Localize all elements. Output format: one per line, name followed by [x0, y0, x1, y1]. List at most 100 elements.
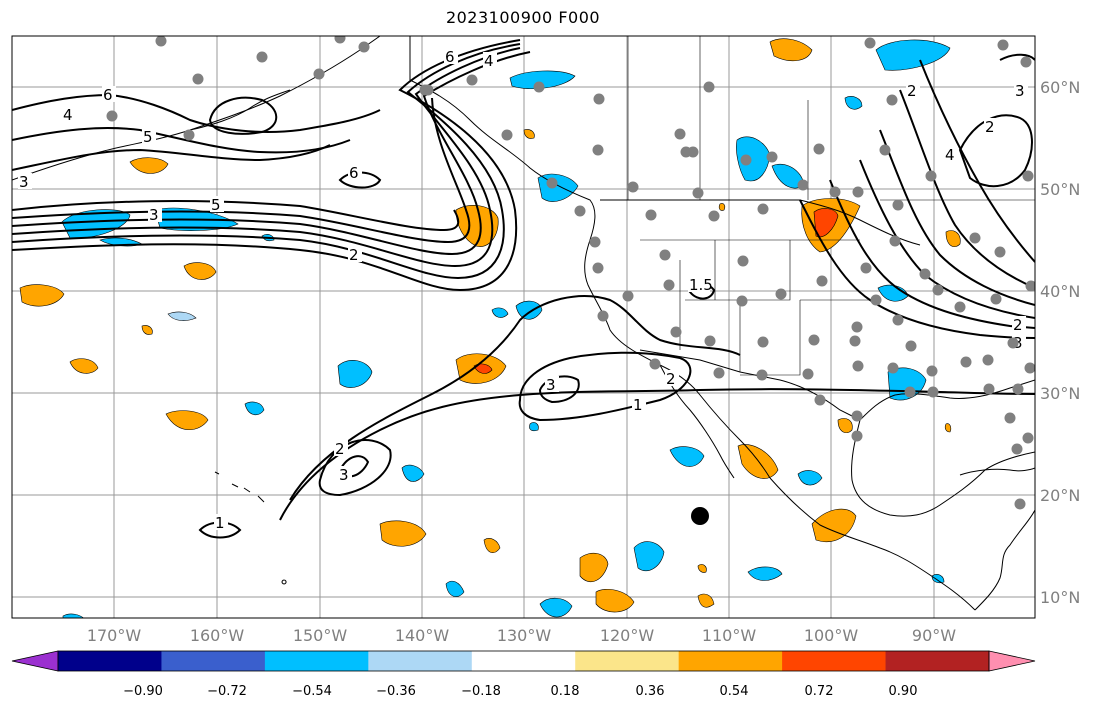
contour-labels: 6 4 5 3 6 5 2 6 4 3 1.5 3 2 1: [18, 48, 1028, 532]
contour-label: 3: [1015, 82, 1025, 100]
colorbar-tick-label: 0.54: [720, 684, 749, 699]
colorbar: −0.90 −0.72 −0.54 −0.36 −0.18 0.18 0.36 …: [11, 650, 1036, 699]
storm-center-marker: [691, 507, 709, 525]
colorbar-ticks: −0.90 −0.72 −0.54 −0.36 −0.18 0.18 0.36 …: [123, 684, 917, 699]
contour-label: 4: [63, 106, 73, 124]
hawaii-islands: [214, 471, 287, 585]
lat-label: 20°N: [1040, 486, 1080, 505]
lon-label: 150°W: [293, 626, 348, 645]
colorbar-segment: [678, 651, 783, 671]
lat-label: 10°N: [1040, 588, 1080, 607]
central-america: [974, 509, 1035, 611]
contour-gulf-1: [12, 93, 381, 133]
colorbar-extend-max: [988, 650, 1036, 672]
contour-6: [12, 200, 460, 232]
lon-label: 170°W: [87, 626, 142, 645]
colorbar-tick-label: 0.18: [551, 684, 580, 699]
contour-label: 1: [215, 514, 225, 532]
colorbar-segment: [575, 651, 680, 671]
colorbar-frame: [57, 650, 990, 672]
colorbar-tick-label: 0.36: [636, 684, 665, 699]
negative-anomaly-shading: [61, 39, 951, 618]
contour-label: 2: [349, 246, 359, 264]
colorbar-segment: [264, 651, 369, 671]
contour-4: [12, 51, 531, 256]
colorbar-segment: [58, 651, 162, 671]
colorbar-tick-label: −0.36: [376, 684, 416, 699]
canada-us-border: [600, 199, 921, 246]
contour-1-subtropical: [279, 388, 1035, 521]
contour-label: 6: [349, 164, 359, 182]
lon-label: 100°W: [804, 626, 859, 645]
positive-anomaly-shading: [19, 38, 961, 613]
contour-east-6: [919, 59, 1035, 263]
caribbean-islands: [959, 467, 1035, 476]
colorbar-segment: [368, 651, 473, 671]
station-markers: [106, 36, 1035, 510]
coastlines-and-borders: [12, 36, 1035, 611]
contour-label: 5: [211, 196, 221, 214]
colorbar-tick-label: 0.90: [889, 684, 918, 699]
west-coast: [409, 36, 771, 479]
contour-east-top: [999, 53, 1035, 61]
contour-label: 6: [445, 48, 455, 66]
contour-east-2: [829, 179, 1035, 329]
colorbar-segment: [885, 651, 990, 671]
contour-label: 3: [339, 466, 349, 484]
contour-label: 1: [633, 396, 643, 414]
contour-gulf-low: [208, 96, 278, 135]
gulf-of-mexico-coast: [851, 419, 1035, 517]
lat-label: 30°N: [1040, 384, 1080, 403]
contour-label: 2: [907, 82, 917, 100]
colorbar-tick-label: −0.72: [207, 684, 247, 699]
contour-gulf-2: [12, 127, 351, 154]
contour-lines: [12, 39, 1035, 539]
colorbar-extend-min: [11, 650, 59, 672]
lon-label: 110°W: [702, 626, 757, 645]
lat-label: 40°N: [1040, 282, 1080, 301]
lon-label: 130°W: [497, 626, 552, 645]
contour-label: 4: [484, 52, 494, 70]
mexico-pacific-coast: [769, 477, 976, 611]
colorbar-tick-label: −0.18: [461, 684, 501, 699]
contour-2: [12, 43, 521, 280]
contour-1: [12, 39, 521, 292]
colorbar-segments: [11, 650, 1036, 672]
contour-label: 6: [103, 86, 113, 104]
contour-label: 2: [666, 370, 676, 388]
colorbar-segment: [161, 651, 266, 671]
latitude-labels: 60°N 50°N 40°N 30°N 20°N 10°N: [1040, 78, 1080, 607]
contour-label: 3: [149, 206, 159, 224]
contour-1-small: [198, 521, 242, 539]
colorbar-tick-label: −0.90: [123, 684, 163, 699]
baja-california: [659, 364, 735, 479]
contour-gulf-3: [12, 144, 331, 171]
lon-label: 90°W: [912, 626, 956, 645]
gulf-coast: [859, 379, 1035, 421]
colorbar-segment: [782, 651, 887, 671]
lat-label: 50°N: [1040, 180, 1080, 199]
contour-label: 2: [1013, 316, 1023, 334]
longitude-labels: 170°W 160°W 150°W 140°W 130°W 120°W 110°…: [87, 626, 956, 645]
contour-east-5: [899, 89, 1035, 289]
lat-label: 60°N: [1040, 78, 1080, 97]
province-borders: [627, 36, 1035, 201]
contour-label: 3: [19, 173, 29, 191]
contour-3-subtropical: [518, 351, 692, 422]
lon-label: 140°W: [395, 626, 450, 645]
map-frame: [11, 35, 1036, 619]
colorbar-tick-label: −0.54: [292, 684, 332, 699]
contour-label: 4: [945, 146, 955, 164]
lon-label: 120°W: [600, 626, 655, 645]
colorbar-tick-label: 0.72: [805, 684, 834, 699]
contour-label: 2: [335, 440, 345, 458]
contour-3: [12, 47, 521, 268]
map-title: 2023100900 F000: [445, 8, 601, 27]
contour-label: 3: [546, 376, 556, 394]
contour-label: 2: [985, 118, 995, 136]
lon-label: 160°W: [190, 626, 245, 645]
contour-east-4: [879, 129, 1035, 306]
contour-label: 5: [143, 128, 153, 146]
contour-2-subtropical: [289, 295, 741, 501]
